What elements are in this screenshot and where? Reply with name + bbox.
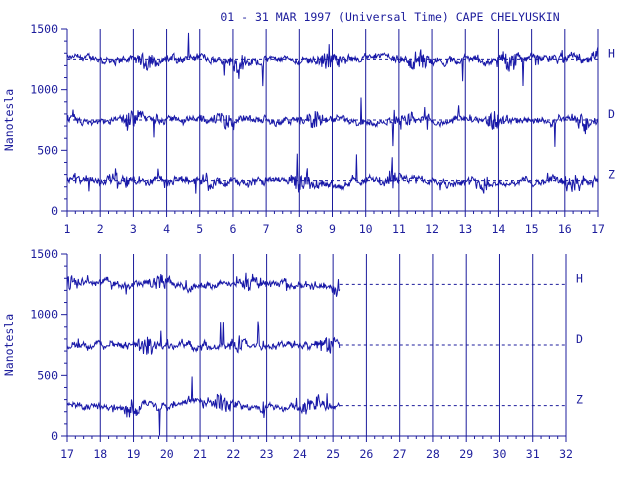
x-tick-label: 2 — [97, 222, 104, 236]
y-tick-label: 500 — [37, 368, 58, 382]
series-label-h: H — [576, 271, 583, 285]
y-tick-label: 0 — [51, 204, 58, 218]
y-tick-label: 1000 — [30, 308, 58, 322]
trace-d — [66, 97, 599, 147]
x-tick-label: 18 — [93, 447, 107, 461]
x-tick-label: 10 — [359, 222, 373, 236]
x-tick-label: 24 — [293, 447, 307, 461]
y-tick-label: 1500 — [30, 22, 58, 36]
x-tick-label: 15 — [525, 222, 539, 236]
trace-z — [66, 376, 341, 436]
x-tick-label: 7 — [263, 222, 270, 236]
x-tick-label: 17 — [60, 447, 74, 461]
x-tick-label: 28 — [426, 447, 440, 461]
x-tick-label: 3 — [130, 222, 137, 236]
x-tick-label: 12 — [425, 222, 439, 236]
panel-bottom: 0 500 1000 1500 17 18 19 20 21 22 23 24 25 26 27 28 29 30… — [2, 247, 583, 461]
y-tick-label: 1000 — [30, 83, 58, 97]
x-tick-label: 27 — [393, 447, 407, 461]
x-tick-label: 8 — [296, 222, 303, 236]
series-label-z: Z — [608, 168, 615, 182]
x-tick-label: 16 — [558, 222, 572, 236]
chart-title: 01 - 31 MAR 1997 (Universal Time) CAPE C… — [220, 10, 559, 24]
x-tick-label: 14 — [492, 222, 506, 236]
x-tick-label: 13 — [458, 222, 472, 236]
x-tick-label: 21 — [193, 447, 207, 461]
y-tick-label: 500 — [37, 143, 58, 157]
x-tick-label: 9 — [329, 222, 336, 236]
x-tick-label: 5 — [196, 222, 203, 236]
x-tick-label: 6 — [229, 222, 236, 236]
y-tick-label: 0 — [51, 429, 58, 443]
series-label-z: Z — [576, 393, 583, 407]
x-tick-label: 4 — [163, 222, 170, 236]
x-tick-label: 20 — [160, 447, 174, 461]
x-tick-label: 30 — [493, 447, 507, 461]
series-label-d: D — [576, 332, 583, 346]
trace-d — [66, 321, 341, 355]
y-tick-label: 1500 — [30, 247, 58, 261]
x-tick-label: 25 — [326, 447, 340, 461]
x-tick-label: 17 — [591, 222, 605, 236]
x-tick-label: 19 — [127, 447, 141, 461]
trace-h — [66, 32, 599, 87]
x-tick-label: 32 — [559, 447, 573, 461]
series-label-h: H — [608, 46, 615, 60]
x-tick-label: 1 — [64, 222, 71, 236]
series-label-d: D — [608, 107, 615, 121]
y-axis-label: Nanotesla — [2, 89, 16, 151]
trace-h — [66, 272, 341, 297]
x-tick-label: 22 — [226, 447, 240, 461]
x-tick-label: 26 — [359, 447, 373, 461]
x-tick-label: 11 — [392, 222, 406, 236]
trace-z — [66, 153, 599, 194]
x-tick-label: 29 — [459, 447, 473, 461]
y-axis-label: Nanotesla — [2, 314, 16, 376]
x-tick-label: 31 — [526, 447, 540, 461]
x-tick-label: 23 — [260, 447, 274, 461]
